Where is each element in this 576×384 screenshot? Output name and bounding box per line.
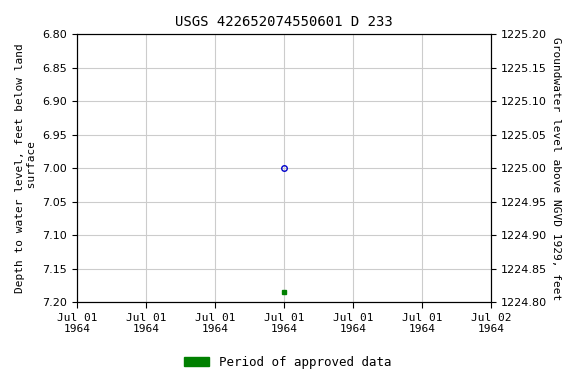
Y-axis label: Depth to water level, feet below land
 surface: Depth to water level, feet below land su… xyxy=(15,43,37,293)
Y-axis label: Groundwater level above NGVD 1929, feet: Groundwater level above NGVD 1929, feet xyxy=(551,37,561,300)
Title: USGS 422652074550601 D 233: USGS 422652074550601 D 233 xyxy=(175,15,393,29)
Legend: Period of approved data: Period of approved data xyxy=(179,351,397,374)
